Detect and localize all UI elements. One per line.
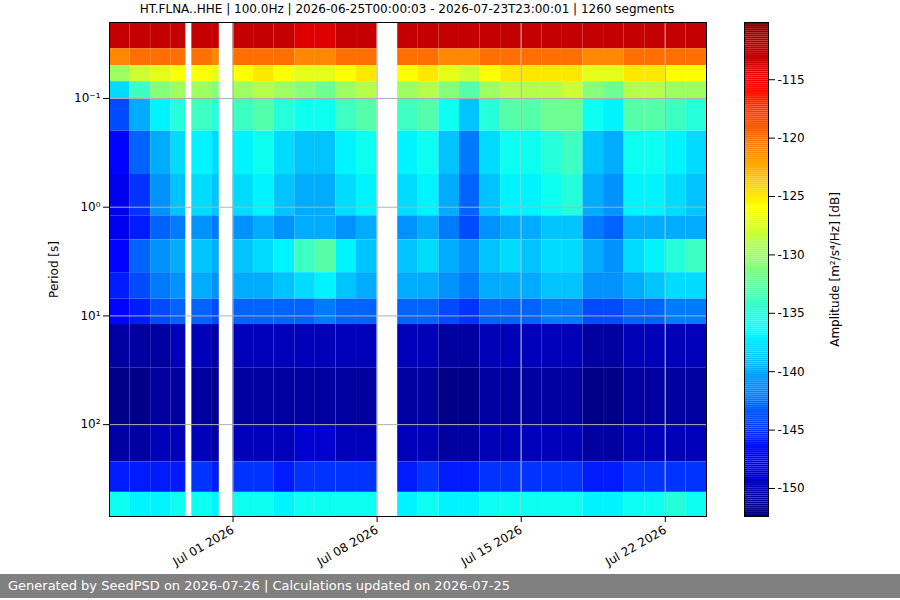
html-text:Generated by SeedPSD on 2026-0: Generated by SeedPSD on 2026-07-26 | Cal…: [8, 578, 510, 593]
svg-text:10⁻¹: 10⁻¹: [74, 91, 101, 105]
html-text:HT.FLNA..HHE | 100.0Hz | 2026-: HT.FLNA..HHE | 100.0Hz | 2026-06-25T00:0…: [139, 2, 675, 16]
svg-text:Amplitude [m²/s⁴/Hz] [dB]: Amplitude [m²/s⁴/Hz] [dB]: [828, 192, 842, 347]
svg-text:Jul 08 2026: Jul 08 2026: [314, 523, 381, 570]
svg-text:Jul 22 2026: Jul 22 2026: [602, 523, 669, 570]
svg-text:Jul 15 2026: Jul 15 2026: [458, 523, 525, 570]
svg-text:-135: -135: [778, 306, 805, 320]
svg-text:-115: -115: [778, 73, 805, 87]
svg-text:-145: -145: [778, 423, 805, 437]
svg-text:-125: -125: [778, 189, 805, 203]
svg-text:-150: -150: [778, 481, 805, 495]
svg-text:Jul 01 2026: Jul 01 2026: [170, 523, 237, 570]
svg-text:10²: 10²: [80, 417, 100, 431]
svg-text:Period [s]: Period [s]: [47, 241, 61, 298]
svg-text:-120: -120: [778, 131, 805, 145]
svg-text:-140: -140: [778, 365, 805, 379]
svg-text:10¹: 10¹: [80, 309, 100, 323]
svg-text:-130: -130: [778, 248, 805, 262]
svg-text:10⁰: 10⁰: [80, 200, 100, 214]
